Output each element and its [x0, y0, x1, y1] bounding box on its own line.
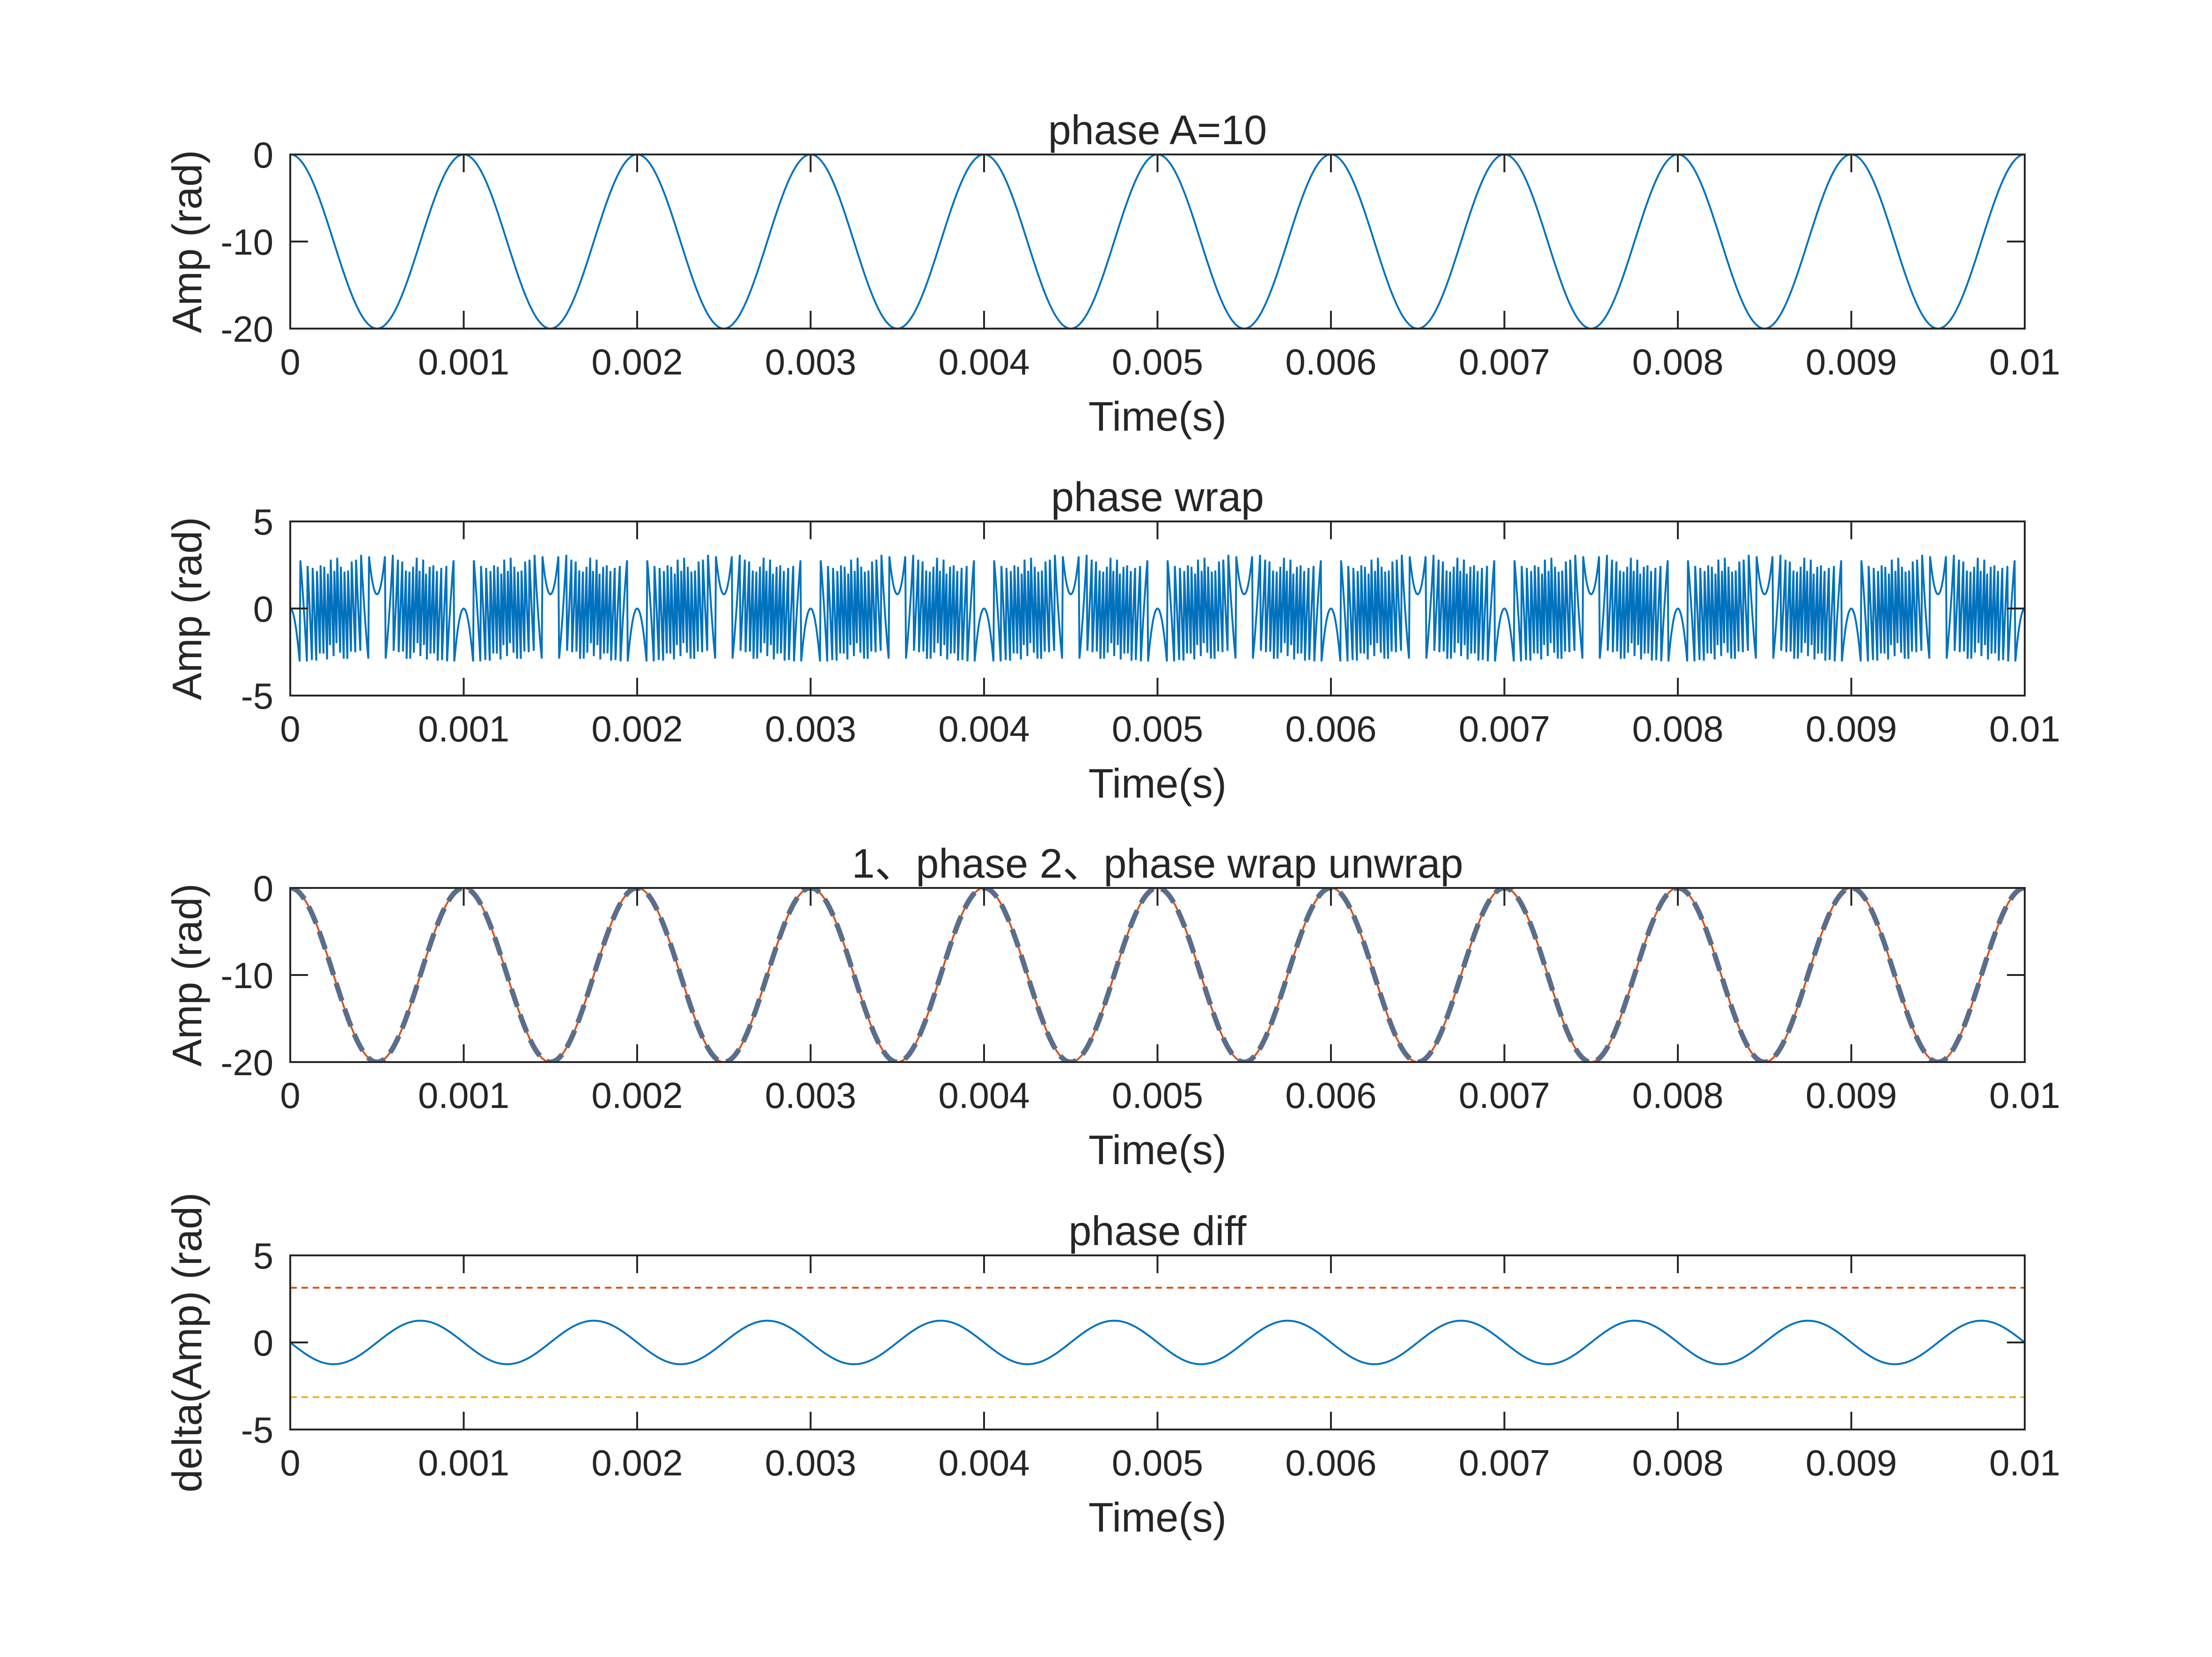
x-tick-label: 0.002 [591, 708, 683, 749]
chart-title: phase A=10 [1048, 107, 1267, 153]
subplot-4: 0 0.001 0.002 0.003 0.004 0.005 0.006 0.007 0.00… [164, 1193, 2060, 1540]
y-tick-label: -20 [220, 308, 273, 350]
x-tick-label: 0.002 [591, 1442, 683, 1483]
x-tick-label: 0.005 [1112, 341, 1203, 382]
x-tick-label: 0.002 [591, 341, 683, 382]
x-tick-label: 0.009 [1806, 708, 1897, 749]
x-tick-label: 0.001 [418, 708, 509, 749]
series-line-2 [290, 888, 2025, 1062]
subplot-3: 0 0.001 0.002 0.003 0.004 0.005 0.006 0.007 0.00… [164, 840, 2060, 1173]
y-tick-label: -10 [220, 955, 273, 996]
x-tick-label: 0.01 [1989, 341, 2060, 382]
y-tick-label: 0 [253, 134, 273, 176]
x-tick-label: 0.007 [1459, 1442, 1550, 1483]
x-tick-label: 0.006 [1285, 708, 1376, 749]
x-tick-label: 0.006 [1285, 1442, 1376, 1483]
y-tick-label: -5 [241, 675, 273, 717]
y-tick-label: 5 [253, 1235, 273, 1276]
y-tick-label: -10 [220, 221, 273, 263]
plot-frame [289, 154, 2026, 330]
x-tick-label: 0 [280, 341, 300, 382]
x-tick-label: 0.01 [1989, 1075, 2060, 1116]
x-tick-label: 0.006 [1285, 1075, 1376, 1116]
y-axis-label: Amp (rad) [164, 883, 210, 1066]
y-tick-label: 0 [253, 868, 273, 909]
subplot-2: 0 0.001 0.002 0.003 0.004 0.005 0.006 0.007 0.00… [164, 474, 2060, 807]
x-tick-label: 0.005 [1112, 708, 1203, 749]
x-tick-label: 0.009 [1806, 1075, 1897, 1116]
x-tick-label: 0.009 [1806, 1442, 1897, 1483]
y-tick-label: 0 [253, 588, 273, 630]
x-tick-label: 0.005 [1112, 1075, 1203, 1116]
y-axis-label: Amp (rad) [164, 150, 210, 333]
x-tick-label: 0.004 [938, 1075, 1029, 1116]
x-tick-label: 0.004 [938, 341, 1029, 382]
x-tick-label: 0 [280, 708, 300, 749]
x-axis-label: Time(s) [1088, 1127, 1227, 1173]
x-tick-label: 0.007 [1459, 341, 1550, 382]
y-tick-label: 5 [253, 501, 273, 543]
series-line-1 [290, 888, 2025, 1062]
plot-frame [289, 887, 2026, 1063]
x-tick-label: 0 [280, 1442, 300, 1483]
x-tick-label: 0.003 [765, 708, 856, 749]
x-tick-label: 0.008 [1632, 341, 1723, 382]
x-tick-label: 0.007 [1459, 1075, 1550, 1116]
x-tick-label: 0.001 [418, 1075, 509, 1116]
chart-title: phase diff [1068, 1208, 1247, 1254]
x-tick-label: 0.006 [1285, 341, 1376, 382]
x-tick-label: 0.009 [1806, 341, 1897, 382]
chart-title: phase wrap [1051, 474, 1264, 520]
x-axis-label: Time(s) [1088, 1494, 1227, 1540]
x-axis-label: Time(s) [1088, 760, 1227, 807]
series-line-1 [290, 555, 2025, 662]
y-tick-label: 0 [253, 1322, 273, 1364]
x-tick-label: 0 [280, 1075, 300, 1116]
y-axis-label: delta(Amp) (rad) [164, 1193, 210, 1493]
chart-title: 1、phase 2、phase wrap unwrap [852, 840, 1463, 887]
x-tick-label: 0.008 [1632, 1075, 1723, 1116]
x-tick-label: 0.008 [1632, 1442, 1723, 1483]
subplot-1: 0 0.001 0.002 0.003 0.004 0.005 0.006 0.007 0.00… [164, 107, 2060, 440]
x-tick-label: 0.003 [765, 1442, 856, 1483]
x-tick-label: 0.005 [1112, 1442, 1203, 1483]
x-axis-label: Time(s) [1088, 393, 1227, 440]
y-tick-label: -5 [241, 1409, 273, 1451]
y-axis-label: Amp (rad) [164, 517, 210, 700]
x-tick-label: 0.003 [765, 341, 856, 382]
x-tick-label: 0.001 [418, 1442, 509, 1483]
y-tick-label: -20 [220, 1042, 273, 1083]
x-tick-label: 0.01 [1989, 708, 2060, 749]
series-line-1 [290, 1320, 2025, 1365]
x-tick-label: 0.002 [591, 1075, 683, 1116]
x-tick-label: 0.01 [1989, 1442, 2060, 1483]
x-tick-label: 0.007 [1459, 708, 1550, 749]
x-tick-label: 0.008 [1632, 708, 1723, 749]
x-tick-label: 0.001 [418, 341, 509, 382]
x-tick-label: 0.003 [765, 1075, 856, 1116]
x-tick-label: 0.004 [938, 708, 1029, 749]
x-tick-label: 0.004 [938, 1442, 1029, 1483]
series-line-1 [290, 154, 2025, 329]
